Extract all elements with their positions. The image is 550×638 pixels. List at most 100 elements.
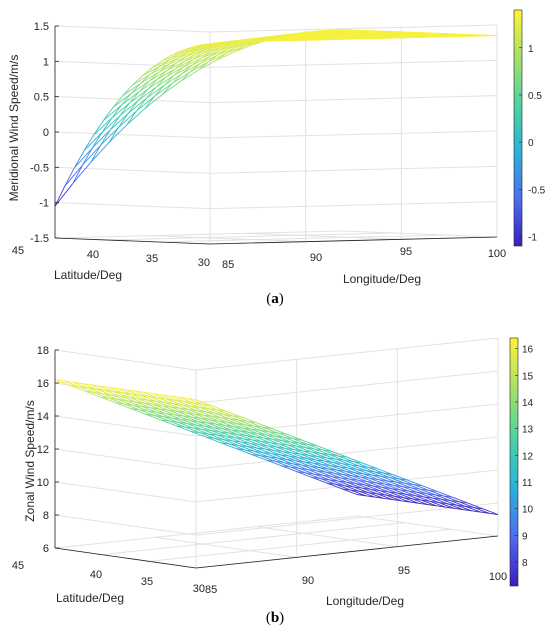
surface-line xyxy=(280,455,289,456)
surface-line xyxy=(149,397,158,398)
surface-line xyxy=(372,475,381,476)
surface-line xyxy=(202,404,211,405)
colorbar-tick-label: 1 xyxy=(528,44,534,55)
colorbar: -1-0.500.51 xyxy=(514,10,546,246)
surface-line xyxy=(233,416,242,417)
colorbar-tick-label: 14 xyxy=(522,398,534,409)
surface-line xyxy=(297,472,306,473)
surface-line xyxy=(454,508,463,509)
x-axis-label: Longitude/Deg xyxy=(326,594,404,608)
gridline-back xyxy=(210,60,497,67)
surface-line xyxy=(368,493,377,494)
surface-line xyxy=(385,484,394,485)
surface-line xyxy=(426,494,435,495)
surface-line xyxy=(261,441,270,442)
surface-line xyxy=(290,467,299,468)
surface-line xyxy=(332,477,341,478)
caption-b: (b) xyxy=(0,610,550,627)
surface-line xyxy=(227,422,236,423)
surface-line xyxy=(109,398,118,399)
surface-line xyxy=(197,411,206,412)
surface-line xyxy=(444,496,453,497)
surface-line xyxy=(337,470,346,471)
surface-line xyxy=(239,420,248,421)
surface-line xyxy=(268,446,277,447)
surface-line xyxy=(436,506,445,507)
gridline-side xyxy=(55,26,210,32)
surface-line xyxy=(419,503,428,504)
z-axis-label: Zonal Wind Speed/m/s xyxy=(23,400,37,521)
surface-line xyxy=(245,425,254,426)
surface-line xyxy=(144,403,153,404)
gridline-floor xyxy=(107,233,394,240)
surface-line xyxy=(338,456,347,457)
surface-line xyxy=(327,458,336,459)
surface-line xyxy=(191,431,200,432)
surface-line xyxy=(457,505,466,506)
gridline-back xyxy=(210,166,497,173)
surface-line xyxy=(114,392,123,393)
surface-line xyxy=(172,72,190,84)
gridline-floor xyxy=(55,231,342,238)
surface-line xyxy=(154,83,172,96)
surface-line xyxy=(351,465,360,466)
colorbar-tick-label: 12 xyxy=(522,451,534,462)
z-tick-label: 18 xyxy=(37,345,49,357)
surface-line xyxy=(245,450,254,451)
surface-line xyxy=(339,467,348,468)
surface-line xyxy=(204,415,213,416)
surface-line xyxy=(199,422,208,423)
gridline-side xyxy=(55,449,196,469)
surface-line xyxy=(185,402,194,403)
surface-line xyxy=(373,486,382,487)
surface-line xyxy=(350,479,359,480)
surface-line xyxy=(290,442,299,443)
surface-line xyxy=(160,58,178,66)
surface-line xyxy=(319,468,328,469)
surface-line xyxy=(192,57,210,66)
surface-line xyxy=(355,473,364,474)
surface-line xyxy=(130,89,148,103)
surface-line xyxy=(146,414,155,415)
surface-line xyxy=(139,410,148,411)
surface-line xyxy=(117,389,126,390)
surface-line xyxy=(316,460,325,461)
colorbar-tick-label: 0 xyxy=(528,138,534,149)
surface-line xyxy=(142,66,160,76)
lon-tick-label: 100 xyxy=(488,248,506,260)
surface-line xyxy=(152,394,161,395)
surface-line xyxy=(231,430,240,431)
lon-tick-label: 95 xyxy=(398,565,410,577)
surface-line xyxy=(196,425,205,426)
gridline-floor xyxy=(158,235,445,242)
y-axis-label: Latitude/Deg xyxy=(56,591,124,605)
surface-line xyxy=(249,432,258,433)
surface-line xyxy=(402,487,411,488)
surface-line xyxy=(221,418,230,419)
surface-line xyxy=(234,427,243,428)
surface-line xyxy=(415,496,424,497)
surface-line xyxy=(357,469,366,470)
x-axis-label: Longitude/Deg xyxy=(343,272,421,286)
surface-line xyxy=(134,391,143,392)
surface-line xyxy=(375,472,384,473)
surface-line xyxy=(185,427,194,428)
lon-tick-label: 90 xyxy=(310,252,322,264)
surface-line xyxy=(368,467,377,468)
lon-tick-label: 100 xyxy=(489,571,507,583)
colorbar-bar xyxy=(514,10,522,246)
caption-a: (a) xyxy=(0,291,550,308)
surface-line xyxy=(239,445,248,446)
surface-line xyxy=(297,446,306,447)
surface-line xyxy=(303,451,312,452)
surface-line xyxy=(269,432,278,433)
surface-line xyxy=(238,434,247,435)
surface-line xyxy=(292,453,301,454)
surface-line xyxy=(133,74,151,85)
surface-line xyxy=(343,475,352,476)
surface-line xyxy=(250,443,259,444)
surface-line xyxy=(181,70,199,81)
surface-line xyxy=(199,60,217,70)
z-tick-label: 6 xyxy=(43,543,49,555)
gridline-back xyxy=(196,371,498,403)
